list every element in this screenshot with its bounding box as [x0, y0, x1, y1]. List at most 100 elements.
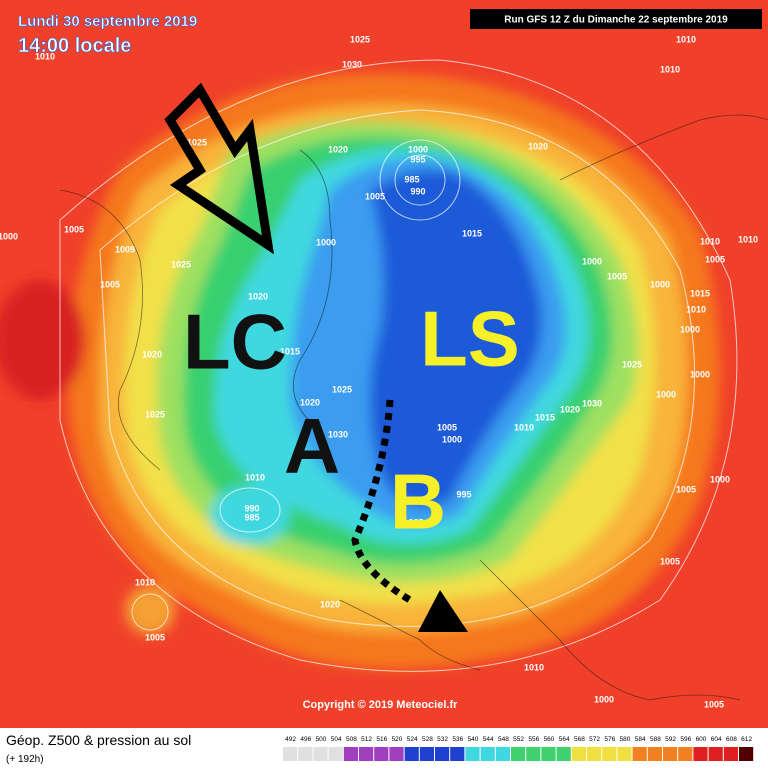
scale-label: 536	[452, 736, 463, 743]
isobar-label: 1020	[248, 291, 268, 301]
scale-cell	[343, 747, 358, 761]
isobar-label: 1000	[316, 237, 336, 247]
scale-label: 604	[711, 736, 722, 743]
isobar-label: 1020	[560, 404, 580, 414]
scale-label: 532	[437, 736, 448, 743]
isobar-label: 1010	[245, 472, 265, 482]
scale-label: 568	[574, 736, 585, 743]
isobar-label: 1005	[676, 484, 696, 494]
isobar-label: 1009	[115, 244, 135, 254]
arrow-outline	[164, 82, 275, 255]
isobar-label: 1005	[607, 271, 627, 281]
isobar-label: 985	[404, 174, 419, 184]
scale-label: 564	[559, 736, 570, 743]
isobar-label: 1015	[280, 346, 300, 356]
isobar-label: 985	[408, 517, 423, 527]
scale-cell	[556, 747, 571, 761]
isobar-label: 1025	[622, 359, 642, 369]
label-lc: LC	[183, 298, 287, 386]
label-b: B	[390, 458, 446, 546]
scale-label: 512	[361, 736, 372, 743]
isobar-label: 1010	[135, 577, 155, 587]
scale-label: 516	[376, 736, 387, 743]
isobar-label: 1020	[328, 144, 348, 154]
isobar-label: 1010	[35, 51, 55, 61]
run-info: Run GFS 12 Z du Dimanche 22 septembre 20…	[504, 15, 728, 26]
scale-cell	[283, 747, 298, 761]
isobar-label: 1025	[145, 409, 165, 419]
isobar-label: 1030	[582, 398, 602, 408]
z500-field	[0, 0, 768, 728]
label-a: A	[284, 402, 340, 490]
isobar-label: 1005	[365, 191, 385, 201]
isobar-label: 1010	[676, 34, 696, 44]
scale-label: 608	[726, 736, 737, 743]
scale-cell	[313, 747, 328, 761]
isobar-label: 1025	[332, 384, 352, 394]
isobar-label: 1005	[704, 699, 724, 709]
isobar-label: 1015	[462, 228, 482, 238]
run-box	[470, 9, 762, 29]
isobar-label: 1010	[738, 234, 758, 244]
scale-label: 552	[513, 736, 524, 743]
isobar-label: 1000	[710, 474, 730, 484]
scale-cell	[298, 747, 313, 761]
scale-cell	[495, 747, 510, 761]
isobar-label: 1005	[100, 279, 120, 289]
scale-cell	[359, 747, 374, 761]
scale-label: 576	[604, 736, 615, 743]
isobar-label: 1000	[582, 256, 602, 266]
isobar-label: 1020	[300, 397, 320, 407]
date: Lundi 30 septembre 2019	[18, 13, 197, 30]
isobar-label: 1000	[594, 694, 614, 704]
scale-label: 596	[680, 736, 691, 743]
isobar-label: 1025	[171, 259, 191, 269]
scale-label: 580	[620, 736, 631, 743]
isobar-label: 1015	[535, 412, 555, 422]
scale-label: 524	[407, 736, 418, 743]
isobar-label: 990	[244, 503, 259, 513]
scale-cell	[465, 747, 480, 761]
scale-cell	[419, 747, 434, 761]
label-ls: LS	[420, 295, 520, 383]
scale-label: 600	[696, 736, 707, 743]
scale-label: 584	[635, 736, 646, 743]
isobar-label: 1000	[656, 389, 676, 399]
scale-cell	[647, 747, 662, 761]
isobar-label: 1025	[187, 137, 207, 147]
scale-label: 508	[346, 736, 357, 743]
path-arrowhead	[418, 590, 468, 632]
isobar-label: 1005	[660, 556, 680, 566]
copyright: Copyright © 2019 Meteociel.fr	[303, 699, 459, 711]
scale-label: 500	[316, 736, 327, 743]
scale-label: 528	[422, 736, 433, 743]
scale-cell	[389, 747, 404, 761]
isobar-label: 1020	[320, 599, 340, 609]
scale-label: 540	[468, 736, 479, 743]
scale-label: 612	[741, 736, 752, 743]
isobar-label: 1005	[64, 224, 84, 234]
scale-label: 496	[300, 736, 311, 743]
footer-subtitle: (+ 192h)	[6, 754, 44, 765]
isobar-label: 1010	[686, 304, 706, 314]
scale-cell	[693, 747, 708, 761]
isobar-label: 1000	[690, 369, 710, 379]
isobar-label: 1000	[0, 231, 18, 241]
footer-title: Géop. Z500 & pression au sol	[6, 732, 191, 748]
isobar-label: 1005	[437, 422, 457, 432]
scale-label: 592	[665, 736, 676, 743]
isobar-label: 1015	[690, 288, 710, 298]
isobar-label: 1020	[528, 141, 548, 151]
scale-label: 572	[589, 736, 600, 743]
scale-cell	[328, 747, 343, 761]
scale-label: 560	[544, 736, 555, 743]
scale-cell	[723, 747, 738, 761]
scale-cell	[739, 747, 754, 761]
isobar-label: 1025	[350, 34, 370, 44]
scale-cell	[632, 747, 647, 761]
isobar-label: 1010	[514, 422, 534, 432]
scale-label: 520	[392, 736, 403, 743]
isobar-label: 1030	[342, 59, 362, 69]
isobar-label: 1010	[700, 236, 720, 246]
